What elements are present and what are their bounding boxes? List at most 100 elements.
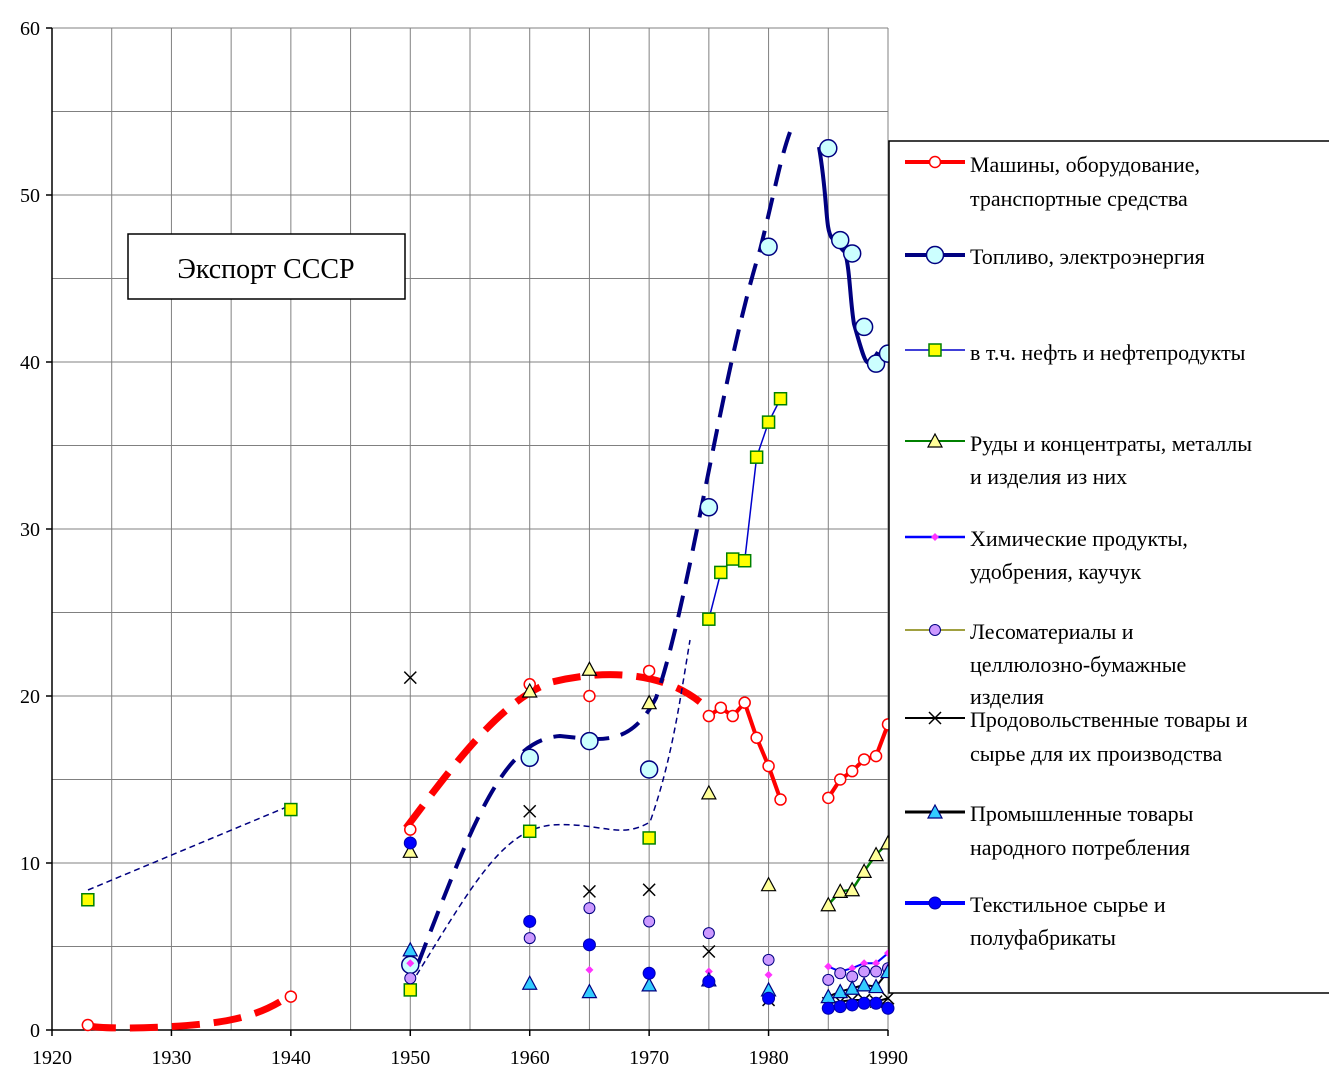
data-point — [521, 682, 538, 698]
x-tick-label: 1940 — [271, 1047, 311, 1069]
x-tick-label: 1960 — [510, 1047, 550, 1069]
data-point — [833, 1000, 847, 1014]
data-point — [820, 896, 837, 912]
data-point — [848, 964, 857, 973]
data-point — [872, 959, 881, 968]
data-point — [581, 661, 598, 676]
data-point — [868, 978, 885, 994]
x-tick-label: 1920 — [32, 1047, 72, 1069]
data-point — [81, 1018, 95, 1032]
data-point — [702, 975, 716, 989]
data-point — [760, 876, 777, 892]
data-point — [845, 998, 859, 1012]
x-tick-label: 1930 — [151, 1047, 191, 1069]
data-point — [819, 138, 838, 158]
data-point — [869, 749, 883, 763]
legend-marker — [929, 624, 941, 636]
data-point — [523, 914, 537, 928]
x-tick-label: 1990 — [868, 1047, 908, 1069]
legend-label: удобрения, каучук — [970, 559, 1141, 584]
data-point — [403, 671, 417, 685]
data-point — [284, 990, 298, 1003]
legend-label: транспортные средства — [970, 186, 1188, 211]
data-point — [856, 863, 873, 878]
data-point — [580, 731, 599, 751]
data-point — [81, 892, 95, 907]
legend-entry: Машины, оборудование, транспортные средст… — [905, 152, 1200, 211]
y-tick-label: 30 — [20, 519, 40, 541]
legend-marker — [928, 343, 942, 357]
data-point — [822, 791, 835, 805]
data-point — [406, 959, 415, 968]
data-point — [854, 317, 874, 337]
data-point — [642, 831, 656, 845]
data-point — [585, 965, 594, 974]
series-line — [708, 398, 782, 620]
data-point — [845, 764, 859, 778]
data-point — [702, 612, 716, 626]
legend-label: Руды и концентраты, металлы — [970, 431, 1252, 456]
data-point — [702, 944, 716, 959]
data-point — [834, 967, 847, 980]
legend-label: и изделия из них — [970, 464, 1127, 489]
y-tick-label: 40 — [20, 352, 40, 374]
y-tick-label: 50 — [20, 185, 40, 207]
data-point — [643, 915, 656, 928]
data-point — [641, 694, 658, 710]
tick-labels: 1920 1930 1940 1950 1960 1970 1980 1990 0 10 20 30 4… — [20, 18, 908, 1069]
legend-marker — [926, 803, 944, 819]
legend-label: Лесоматериалы и — [970, 619, 1134, 644]
trend-oil-early — [87, 805, 290, 891]
series-markers — [81, 138, 898, 1032]
data-point — [404, 972, 417, 985]
trend-fuel-dashed — [404, 131, 792, 996]
y-tick-label: 10 — [20, 853, 40, 875]
data-point — [523, 932, 536, 945]
data-point — [582, 938, 596, 952]
data-point — [714, 701, 728, 714]
data-point — [881, 1001, 895, 1015]
data-point — [725, 552, 740, 566]
data-point — [642, 883, 656, 897]
trend-curves — [87, 131, 880, 1032]
data-point — [759, 237, 778, 257]
data-point — [714, 565, 728, 580]
data-point — [583, 689, 596, 703]
legend-entry: Руды и концентраты, металлы и изделия из … — [905, 431, 1252, 489]
data-point — [402, 843, 419, 858]
data-point — [642, 664, 656, 678]
data-point — [521, 974, 538, 990]
chart-grid — [51, 27, 889, 1031]
data-point — [403, 836, 417, 850]
data-point — [858, 965, 871, 978]
data-point — [581, 983, 598, 999]
data-point — [822, 973, 835, 986]
legend-entry: Текстильное сырье и полуфабрикаты — [905, 892, 1166, 950]
data-point — [403, 983, 418, 997]
legend-label: полуфабрикаты — [970, 925, 1116, 950]
legend-label: Топливо, электроэнергия — [970, 244, 1205, 269]
legend-marker — [928, 155, 942, 169]
data-point — [523, 804, 537, 818]
legend-entry: Топливо, электроэнергия — [905, 244, 1205, 269]
data-point — [749, 450, 764, 464]
legend-entry: Химические продукты, удобрения, каучук — [905, 526, 1188, 584]
legend-label: Промышленные товары — [970, 801, 1194, 826]
data-point — [762, 759, 775, 773]
legend-label: Текстильное сырье и — [970, 892, 1166, 917]
legend-entry: Продовольственные товары и сырье для их п… — [905, 707, 1248, 766]
data-point — [737, 553, 752, 568]
x-tick-label: 1970 — [629, 1047, 669, 1069]
legend-marker — [926, 432, 944, 448]
data-point — [702, 709, 716, 723]
y-tick-label: 20 — [20, 686, 40, 708]
y-tick-label: 0 — [30, 1020, 40, 1042]
chart-title: Экспорт СССР — [177, 254, 354, 285]
y-tick-label: 60 — [20, 18, 40, 40]
chart-title-box: Экспорт СССР — [127, 233, 406, 300]
data-point — [832, 883, 849, 898]
data-point — [764, 970, 773, 979]
data-point — [583, 902, 596, 915]
data-point — [284, 802, 298, 817]
data-point — [762, 991, 776, 1005]
